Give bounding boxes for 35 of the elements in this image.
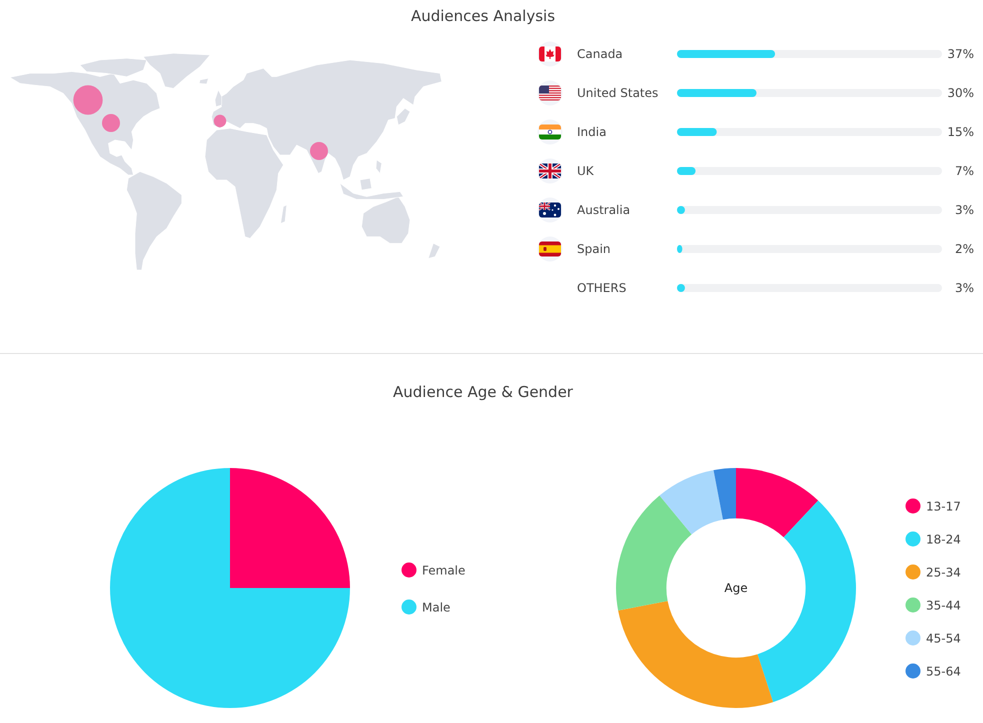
text: Audiences Analysis bbox=[410, 7, 556, 25]
legend-label: Male bbox=[422, 600, 450, 614]
y-tick-label: United States bbox=[577, 86, 658, 100]
data-label: 30% bbox=[947, 86, 974, 100]
bar bbox=[677, 128, 717, 136]
legend-label: 25-34 bbox=[926, 566, 961, 580]
donut-slice bbox=[660, 470, 723, 534]
y-tick-label: Australia bbox=[577, 203, 630, 217]
y-tick-label: UK bbox=[577, 164, 595, 178]
y-tick-label: India bbox=[577, 125, 606, 139]
data-label: 2% bbox=[954, 242, 974, 256]
pie-slice bbox=[230, 468, 350, 588]
legend-label: 18-24 bbox=[926, 532, 961, 546]
data-label: 3% bbox=[954, 281, 974, 295]
data-label: 7% bbox=[954, 164, 974, 178]
donut-slice bbox=[758, 500, 856, 702]
legend-label: 45-54 bbox=[926, 632, 961, 646]
donut-slice bbox=[714, 468, 736, 520]
data-label: 3% bbox=[954, 203, 974, 217]
data-label: 15% bbox=[947, 125, 974, 139]
donut-slice bbox=[618, 601, 774, 708]
data-label: 37% bbox=[947, 47, 974, 61]
y-tick-label: Spain bbox=[577, 242, 611, 256]
pie-slice bbox=[110, 468, 350, 708]
donut-slice bbox=[616, 496, 692, 610]
bar bbox=[677, 167, 696, 175]
chart-title: Audience Age & Gender bbox=[393, 383, 574, 401]
donut-slice bbox=[736, 468, 818, 538]
y-tick-label: Canada bbox=[577, 47, 623, 61]
text: Age bbox=[724, 581, 748, 595]
legend-label: 35-44 bbox=[926, 598, 961, 612]
legend-label: 55-64 bbox=[926, 664, 961, 678]
legend-label: Female bbox=[422, 564, 466, 578]
y-tick-label: OTHERS bbox=[577, 281, 626, 295]
legend-label: 13-17 bbox=[926, 500, 961, 514]
